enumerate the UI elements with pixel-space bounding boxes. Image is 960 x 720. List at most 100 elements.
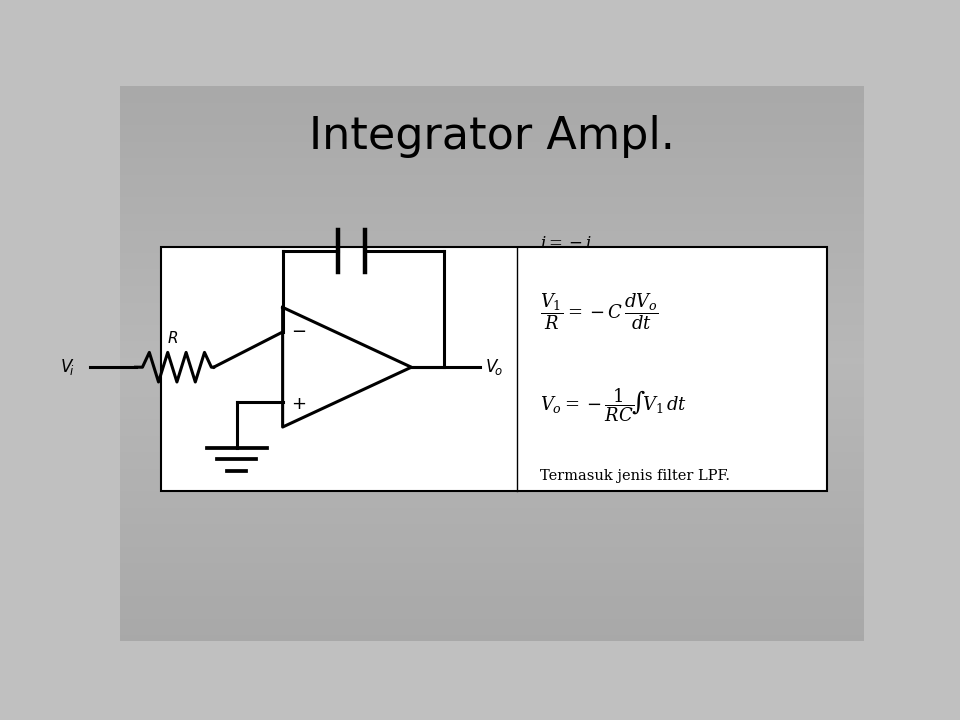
Bar bbox=[120, 325, 864, 330]
Bar bbox=[120, 464, 864, 469]
Bar bbox=[120, 275, 864, 280]
Bar bbox=[120, 353, 864, 358]
Bar bbox=[120, 608, 864, 613]
Bar bbox=[120, 197, 864, 203]
Text: $V_{\!i}$: $V_{\!i}$ bbox=[60, 357, 74, 377]
Bar bbox=[120, 635, 864, 641]
Bar bbox=[120, 308, 864, 314]
Bar bbox=[120, 602, 864, 608]
Bar bbox=[120, 297, 864, 302]
Bar bbox=[120, 419, 864, 425]
Bar bbox=[120, 508, 864, 513]
Bar bbox=[120, 491, 864, 497]
Bar bbox=[120, 114, 864, 120]
Bar bbox=[120, 136, 864, 142]
Bar bbox=[120, 402, 864, 408]
Bar bbox=[120, 563, 864, 569]
Bar bbox=[120, 497, 864, 503]
Text: $+$: $+$ bbox=[291, 395, 306, 413]
Text: $-$: $-$ bbox=[291, 321, 306, 339]
Bar bbox=[120, 624, 864, 630]
Bar bbox=[120, 480, 864, 485]
Bar bbox=[120, 618, 864, 624]
Bar bbox=[120, 158, 864, 164]
Bar bbox=[120, 446, 864, 452]
Bar bbox=[120, 613, 864, 618]
Bar bbox=[120, 109, 864, 114]
Bar bbox=[120, 153, 864, 158]
Bar bbox=[120, 269, 864, 275]
Bar bbox=[120, 452, 864, 458]
Bar bbox=[120, 336, 864, 341]
Bar bbox=[120, 186, 864, 192]
Bar bbox=[120, 557, 864, 563]
Bar bbox=[120, 131, 864, 136]
Bar bbox=[120, 458, 864, 464]
Bar bbox=[120, 575, 864, 580]
Bar bbox=[120, 103, 864, 109]
Bar bbox=[120, 302, 864, 308]
Bar bbox=[120, 264, 864, 269]
Bar bbox=[120, 591, 864, 596]
Bar bbox=[120, 253, 864, 258]
Bar bbox=[120, 120, 864, 125]
Bar bbox=[120, 208, 864, 214]
Bar bbox=[120, 441, 864, 446]
Bar bbox=[120, 286, 864, 292]
Bar bbox=[120, 164, 864, 169]
Bar bbox=[120, 148, 864, 153]
Bar bbox=[120, 225, 864, 230]
Bar bbox=[161, 247, 827, 491]
Bar bbox=[120, 596, 864, 602]
Bar bbox=[120, 585, 864, 591]
Bar bbox=[120, 347, 864, 353]
Bar bbox=[120, 503, 864, 508]
Text: Integrator Ampl.: Integrator Ampl. bbox=[309, 114, 675, 158]
Text: $V_{\!o}$: $V_{\!o}$ bbox=[485, 357, 503, 377]
Bar bbox=[120, 181, 864, 186]
Bar bbox=[120, 469, 864, 474]
Bar bbox=[120, 92, 864, 97]
Bar bbox=[120, 474, 864, 480]
Bar bbox=[120, 86, 864, 92]
Bar bbox=[120, 220, 864, 225]
Bar bbox=[120, 341, 864, 347]
Text: Termasuk jenis filter LPF.: Termasuk jenis filter LPF. bbox=[540, 469, 731, 482]
Text: $\dfrac{V_1}{R} = -C\,\dfrac{dV_o}{dt}$: $\dfrac{V_1}{R} = -C\,\dfrac{dV_o}{dt}$ bbox=[540, 291, 660, 332]
Bar bbox=[120, 236, 864, 242]
Bar bbox=[120, 397, 864, 402]
Bar bbox=[120, 630, 864, 635]
Bar bbox=[120, 230, 864, 236]
Bar bbox=[120, 569, 864, 575]
Bar bbox=[120, 386, 864, 391]
Bar bbox=[120, 369, 864, 374]
Text: $V_o = -\dfrac{1}{RC}\!\int\! V_1\,dt$: $V_o = -\dfrac{1}{RC}\!\int\! V_1\,dt$ bbox=[540, 386, 687, 424]
Bar bbox=[120, 258, 864, 264]
Bar bbox=[120, 519, 864, 524]
Bar bbox=[120, 292, 864, 297]
Bar bbox=[120, 314, 864, 319]
Bar bbox=[120, 125, 864, 131]
Bar bbox=[120, 392, 864, 397]
Bar bbox=[120, 97, 864, 103]
Bar bbox=[120, 203, 864, 208]
Bar bbox=[120, 192, 864, 197]
Bar bbox=[120, 436, 864, 441]
Bar bbox=[120, 247, 864, 253]
Bar bbox=[120, 319, 864, 325]
Text: $R$: $R$ bbox=[167, 330, 178, 346]
Bar bbox=[120, 485, 864, 491]
Bar bbox=[120, 552, 864, 557]
Bar bbox=[120, 242, 864, 247]
Bar bbox=[120, 330, 864, 336]
Bar bbox=[120, 430, 864, 436]
Bar bbox=[120, 536, 864, 541]
Bar bbox=[120, 580, 864, 585]
Bar bbox=[120, 169, 864, 175]
Bar bbox=[120, 374, 864, 380]
Bar bbox=[120, 358, 864, 364]
Bar bbox=[120, 214, 864, 220]
Bar bbox=[120, 513, 864, 519]
Bar bbox=[120, 541, 864, 546]
Bar bbox=[120, 280, 864, 286]
